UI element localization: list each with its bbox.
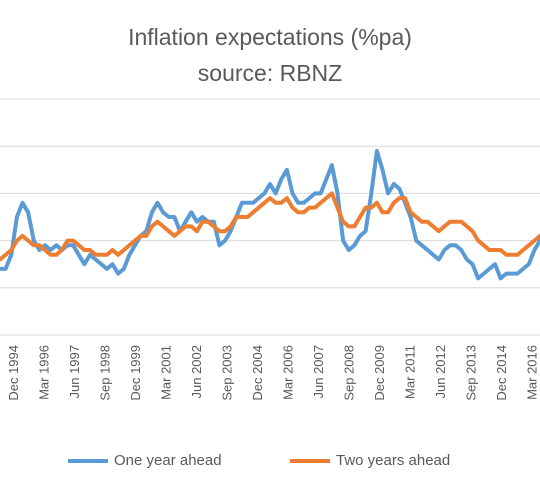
x-tick-label: Sep 2008 <box>342 345 357 401</box>
x-tick-label: Mar 2016 <box>525 345 540 400</box>
x-tick-label: Mar 2006 <box>281 345 296 400</box>
x-tick-label: Sep 1998 <box>98 345 113 401</box>
legend-item-two-years: Two years ahead <box>290 452 450 469</box>
legend-swatch-one-year <box>68 458 108 463</box>
x-tick-label: Sep 2003 <box>220 345 235 401</box>
x-tick-label: Mar 2011 <box>403 345 418 399</box>
legend-item-one-year: One year ahead <box>68 452 222 469</box>
x-tick-label: Sep 2013 <box>464 345 479 401</box>
x-tick-label: Jun 2012 <box>433 345 448 399</box>
x-tick-label: Dec 2014 <box>494 345 509 401</box>
series-line-one-year <box>0 148 540 281</box>
x-tick-label: Mar 2001 <box>159 345 174 400</box>
legend: One year ahead Two years ahead <box>0 452 540 476</box>
x-tick-label: Jun 2002 <box>189 345 204 399</box>
x-tick-label: Dec 1999 <box>128 345 143 401</box>
x-tick-label: Jun 2007 <box>311 345 326 399</box>
x-tick-label: Dec 2004 <box>250 345 265 401</box>
legend-label-two-years: Two years ahead <box>336 452 451 469</box>
x-tick-label: Mar 1996 <box>37 345 52 400</box>
legend-swatch-two-years <box>290 458 330 463</box>
chart-title: Inflation expectations (%pa) <box>128 24 412 50</box>
legend-label-one-year: One year ahead <box>114 452 222 469</box>
series-line-two-years <box>0 191 540 262</box>
x-tick-label: Jun 1997 <box>67 345 82 399</box>
x-tick-label: Dec 1994 <box>6 345 21 401</box>
chart-subtitle: source: RBNZ <box>197 60 343 86</box>
x-tick-label: Dec 2009 <box>372 345 387 401</box>
